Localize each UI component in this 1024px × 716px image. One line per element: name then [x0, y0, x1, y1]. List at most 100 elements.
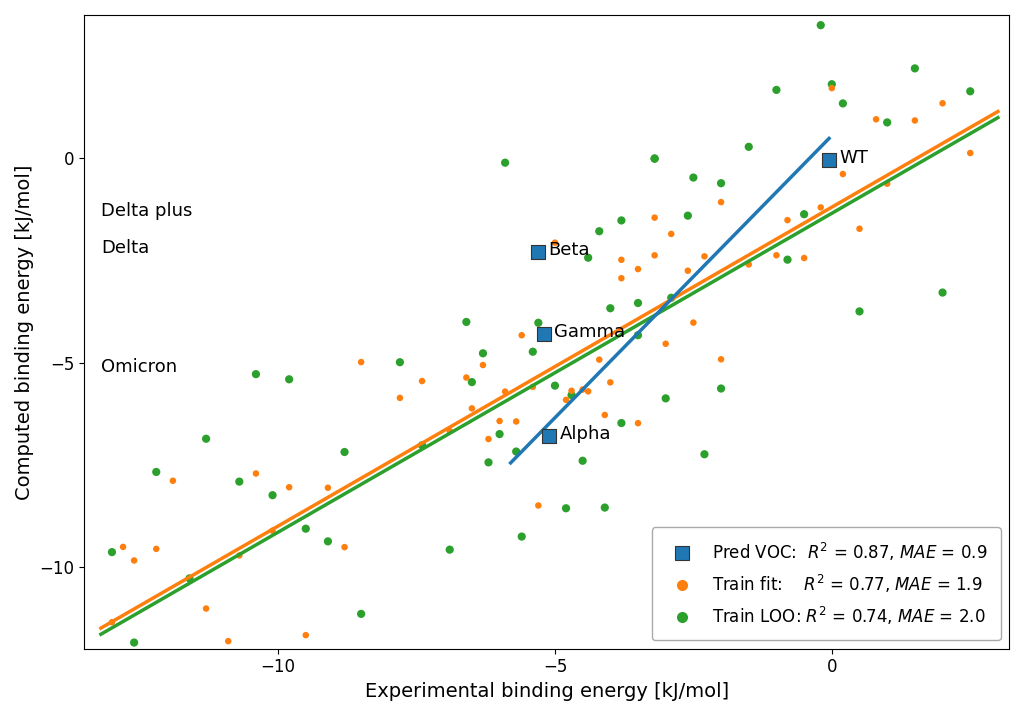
Point: [680, 265, 696, 276]
Point: [414, 440, 430, 451]
Point: [934, 97, 950, 109]
Point: [508, 446, 524, 458]
Point: [906, 115, 923, 126]
Point: [796, 208, 812, 220]
Point: [563, 385, 580, 397]
Text: Delta plus: Delta plus: [101, 202, 193, 221]
Point: [298, 629, 314, 641]
Point: [536, 328, 552, 339]
Point: [851, 306, 867, 317]
Point: [713, 178, 729, 189]
Point: [868, 0, 885, 6]
Point: [613, 273, 630, 284]
Text: Omicron: Omicron: [101, 357, 177, 376]
Point: [646, 153, 663, 165]
Point: [497, 157, 513, 168]
Text: Gamma: Gamma: [554, 323, 625, 341]
Point: [768, 84, 784, 96]
Point: [657, 392, 674, 404]
Point: [685, 172, 701, 183]
Point: [530, 317, 547, 329]
Point: [181, 573, 198, 584]
Point: [580, 386, 596, 397]
Point: [680, 210, 696, 221]
Point: [492, 428, 508, 440]
Point: [126, 637, 142, 648]
Point: [906, 63, 923, 74]
Point: [713, 383, 729, 395]
Point: [513, 531, 529, 542]
Point: [319, 482, 336, 493]
Point: [685, 317, 701, 329]
Point: [475, 359, 492, 371]
Point: [821, 155, 838, 166]
Point: [740, 258, 757, 270]
Legend: Pred VOC:  $R^2$ = 0.87, $MAE$ = 0.9, Train fit:    $R^2$ = 0.77, $MAE$ = 1.9, T: Pred VOC: $R^2$ = 0.87, $MAE$ = 0.9, Tra…: [652, 528, 1000, 640]
Point: [934, 287, 950, 299]
Point: [530, 246, 547, 258]
Point: [591, 354, 607, 365]
Point: [353, 357, 370, 368]
Point: [248, 369, 264, 380]
Point: [602, 303, 618, 314]
Point: [281, 482, 297, 493]
Point: [220, 635, 237, 647]
Point: [823, 82, 840, 94]
Point: [319, 536, 336, 547]
Point: [115, 541, 131, 553]
Point: [497, 386, 513, 397]
Point: [336, 541, 352, 553]
Point: [524, 381, 541, 392]
Point: [464, 377, 480, 388]
Point: [198, 603, 214, 614]
Point: [231, 550, 248, 561]
Point: [103, 546, 120, 558]
Point: [768, 249, 784, 261]
Point: [779, 254, 796, 266]
Point: [563, 390, 580, 401]
Point: [231, 476, 248, 488]
Point: [823, 79, 840, 90]
Point: [613, 417, 630, 429]
Point: [646, 212, 663, 223]
Text: WT: WT: [839, 149, 868, 167]
Point: [547, 380, 563, 392]
Point: [851, 223, 867, 234]
Y-axis label: Computed binding energy [kJ/mol]: Computed binding energy [kJ/mol]: [15, 164, 34, 500]
Point: [198, 433, 214, 445]
Point: [602, 377, 618, 388]
Point: [558, 394, 574, 405]
Point: [513, 329, 529, 341]
Point: [281, 374, 297, 385]
Point: [812, 19, 828, 31]
Point: [796, 252, 812, 263]
Point: [248, 468, 264, 479]
Point: [879, 117, 895, 128]
Point: [630, 329, 646, 341]
Point: [542, 430, 558, 442]
Point: [646, 153, 663, 164]
Point: [480, 433, 497, 445]
Point: [264, 525, 281, 536]
Point: [835, 168, 851, 180]
Point: [713, 354, 729, 365]
Point: [597, 410, 613, 421]
Point: [464, 402, 480, 414]
Point: [630, 263, 646, 275]
Point: [524, 346, 541, 357]
Point: [353, 608, 370, 619]
Point: [630, 417, 646, 429]
Point: [441, 544, 458, 556]
Point: [646, 250, 663, 261]
Point: [696, 251, 713, 262]
Point: [779, 214, 796, 226]
Point: [148, 466, 165, 478]
Point: [392, 392, 409, 404]
Point: [126, 555, 142, 566]
Point: [613, 215, 630, 226]
Point: [574, 384, 591, 395]
Point: [508, 416, 524, 427]
Point: [663, 228, 679, 240]
Point: [713, 196, 729, 208]
Point: [165, 699, 181, 710]
